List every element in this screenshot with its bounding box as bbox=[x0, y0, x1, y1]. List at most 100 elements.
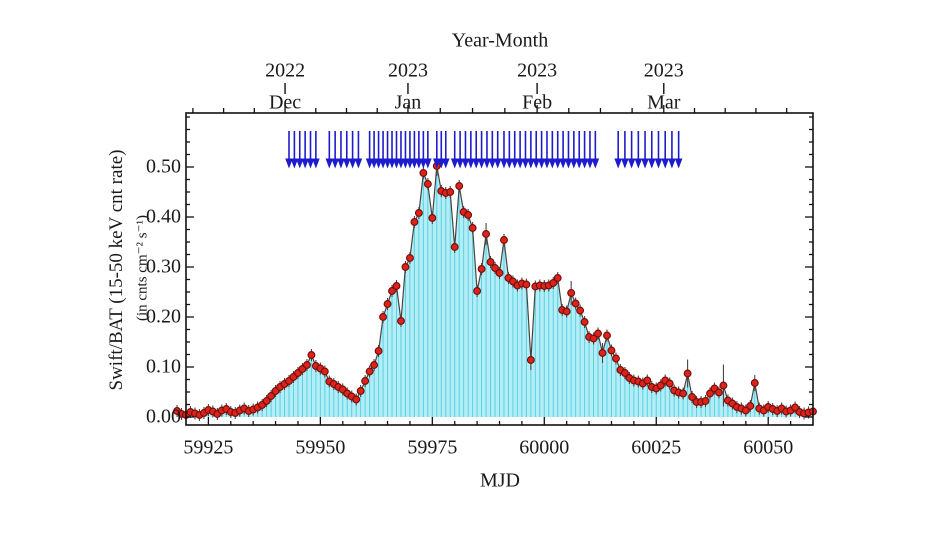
upper-limit-arrow-icon bbox=[641, 158, 649, 169]
year-label: 2023 bbox=[517, 59, 558, 82]
upper-limit-arrow-icon bbox=[483, 158, 491, 169]
data-point bbox=[477, 265, 486, 273]
upper-limit-arrow-icon bbox=[325, 158, 334, 169]
upper-limit-arrow-icon bbox=[505, 158, 514, 169]
data-point bbox=[701, 397, 710, 405]
x-tick-label: 60050 bbox=[743, 436, 794, 459]
data-point bbox=[379, 313, 388, 321]
data-point bbox=[423, 180, 432, 188]
data-point bbox=[419, 169, 428, 177]
upper-limit-arrow-icon bbox=[591, 158, 600, 169]
year-label: 2022 bbox=[265, 59, 306, 82]
upper-limit-arrow-icon bbox=[312, 158, 320, 169]
data-point bbox=[491, 264, 499, 272]
data-point bbox=[549, 279, 558, 287]
data-point bbox=[383, 300, 392, 308]
month-label: Feb bbox=[522, 91, 553, 114]
data-point bbox=[365, 367, 374, 376]
upper-limit-arrow-icon bbox=[342, 158, 351, 169]
upper-limit-arrow-icon bbox=[543, 158, 551, 169]
data-point bbox=[714, 388, 723, 397]
data-point bbox=[589, 334, 598, 343]
upper-limit-arrow-icon bbox=[441, 158, 450, 169]
data-point bbox=[522, 280, 531, 289]
upper-limit-arrow-icon bbox=[285, 158, 293, 169]
data-point bbox=[302, 361, 311, 369]
upper-limit-arrow-icon bbox=[527, 158, 535, 169]
data-point bbox=[388, 287, 396, 295]
upper-limit-arrow-icon bbox=[521, 158, 530, 169]
upper-limit-arrow-icon bbox=[627, 158, 636, 169]
month-axis-ticks bbox=[192, 83, 788, 113]
data-point bbox=[428, 214, 437, 222]
data-point bbox=[746, 402, 755, 410]
x-tick-label: 59925 bbox=[183, 436, 234, 459]
data-point bbox=[374, 347, 383, 355]
upper-limit-arrow-icon bbox=[553, 158, 562, 169]
y-tick-label: 0.40 bbox=[146, 205, 181, 228]
upper-limit-arrow-icon bbox=[306, 158, 315, 169]
upper-limit-arrow-icon bbox=[661, 158, 670, 169]
data-point bbox=[405, 254, 414, 262]
data-point bbox=[414, 209, 423, 217]
data-point bbox=[450, 243, 459, 251]
x-tick-label: 60025 bbox=[631, 436, 682, 459]
upper-limit-arrow-icon bbox=[477, 158, 486, 169]
y-axis-title-units: (in cnts cm⁻² s⁻¹) bbox=[134, 214, 151, 322]
y-tick-label: 0.20 bbox=[146, 305, 181, 328]
upper-limit-arrow-icon bbox=[570, 158, 578, 169]
upper-limit-arrow-icon bbox=[461, 158, 470, 169]
data-point bbox=[571, 299, 580, 308]
upper-limit-arrow-icon bbox=[586, 158, 594, 169]
data-point bbox=[719, 381, 728, 390]
upper-limit-arrow-icon bbox=[295, 158, 304, 169]
upper-limit-arrow-icon bbox=[647, 158, 656, 169]
data-point bbox=[473, 287, 482, 295]
upper-limit-arrow-icon bbox=[354, 158, 363, 169]
data-point bbox=[611, 354, 620, 363]
upper-limit-arrow-icon bbox=[548, 158, 557, 169]
month-label: Jan bbox=[394, 91, 422, 114]
upper-limit-arrow-icon bbox=[510, 158, 519, 169]
data-point bbox=[267, 392, 276, 400]
data-point bbox=[468, 224, 477, 232]
upper-limit-arrow-icon bbox=[493, 158, 502, 169]
data-point bbox=[446, 188, 455, 196]
y-tick-label: 0.50 bbox=[146, 155, 181, 178]
upper-limit-arrow-icon bbox=[290, 158, 299, 169]
data-point bbox=[750, 379, 759, 387]
upper-limit-arrow-icon bbox=[456, 158, 464, 169]
data-point bbox=[679, 389, 688, 398]
upper-limit-arrow-icon bbox=[488, 158, 497, 169]
data-point bbox=[562, 307, 571, 316]
data-point bbox=[706, 389, 714, 398]
upper-limit-arrow-icon bbox=[614, 158, 622, 169]
upper-limit-arrow-icon bbox=[559, 158, 567, 169]
data-point bbox=[392, 282, 401, 290]
y-axis-title: Swift/BAT (15-50 keV cnt rate) bbox=[106, 149, 127, 391]
data-point bbox=[553, 274, 562, 282]
upper-limit-arrow-icon bbox=[467, 158, 475, 169]
year-label: 2023 bbox=[643, 59, 684, 82]
data-point bbox=[594, 329, 602, 338]
upper-limit-arrow-icon bbox=[301, 158, 309, 169]
upper-limit-arrow-icon bbox=[424, 158, 432, 169]
upper-limit-arrow-icon bbox=[564, 158, 573, 169]
y-tick-label: 0.10 bbox=[146, 355, 181, 378]
upper-limit-arrow-icon bbox=[532, 158, 541, 169]
year-label: 2023 bbox=[387, 59, 428, 82]
month-label: Dec bbox=[268, 91, 302, 114]
data-point bbox=[410, 218, 419, 226]
data-point bbox=[620, 369, 629, 377]
x-tick-label: 59975 bbox=[407, 436, 458, 459]
upper-limit-arrow-icon bbox=[500, 158, 508, 169]
upper-limit-arrow-icon bbox=[580, 158, 589, 169]
upper-limit-arrow-icon bbox=[348, 158, 357, 169]
data-point bbox=[656, 381, 665, 390]
area-stripes bbox=[176, 166, 814, 417]
y-tick-label: 0.00 bbox=[146, 405, 181, 428]
data-point bbox=[665, 379, 674, 388]
data-point bbox=[401, 263, 410, 271]
